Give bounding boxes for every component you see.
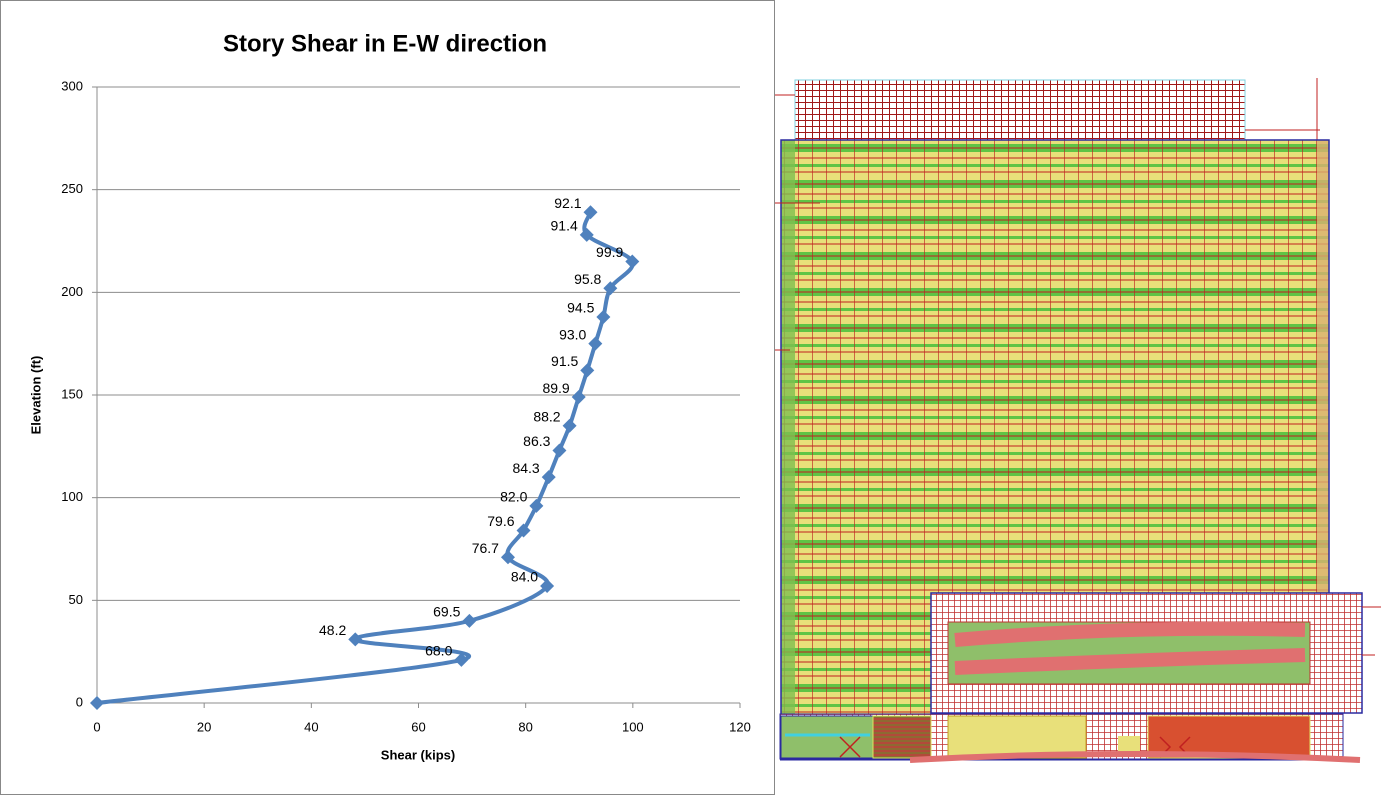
y-tick-label: 300 (61, 78, 83, 93)
data-label: 68.0 (425, 643, 452, 659)
x-tick-label: 0 (93, 719, 100, 734)
y-tick-label: 0 (76, 694, 83, 709)
chart-border (1, 1, 775, 795)
y-axis-title: Elevation (ft) (28, 356, 43, 435)
data-label: 84.0 (511, 569, 538, 585)
chart-title: Story Shear in E-W direction (223, 30, 547, 57)
page: {"chart_data": {"type": "scatter", "titl… (0, 0, 1381, 795)
data-label: 99.9 (596, 244, 623, 260)
x-tick-label: 80 (518, 719, 532, 734)
data-label: 91.4 (551, 218, 578, 234)
x-tick-label: 40 (304, 719, 318, 734)
data-label: 84.3 (512, 460, 539, 476)
x-axis-title: Shear (kips) (381, 747, 455, 762)
data-label: 95.8 (574, 271, 601, 287)
x-tick-label: 20 (197, 719, 211, 734)
y-tick-label: 200 (61, 284, 83, 299)
data-label: 76.7 (472, 540, 499, 556)
data-label: 93.0 (559, 326, 586, 342)
y-tick-label: 100 (61, 489, 83, 504)
data-label: 82.0 (500, 489, 527, 505)
data-label: 86.3 (523, 433, 550, 449)
data-label: 48.2 (319, 622, 346, 638)
data-label: 94.5 (567, 300, 594, 316)
chart: Story Shear in E-W direction Shear (kips… (0, 0, 1381, 795)
data-label: 91.5 (551, 353, 578, 369)
data-label: 88.2 (533, 409, 560, 425)
data-label: 79.6 (487, 513, 514, 529)
y-tick-label: 150 (61, 386, 83, 401)
y-tick-label: 50 (69, 592, 83, 607)
data-label: 69.5 (433, 604, 460, 620)
x-tick-label: 60 (411, 719, 425, 734)
x-tick-label: 100 (622, 719, 644, 734)
y-tick-label: 250 (61, 181, 83, 196)
building-elevation (775, 78, 1381, 760)
data-label: 92.1 (554, 195, 581, 211)
x-tick-label: 120 (729, 719, 751, 734)
data-label: 89.9 (542, 380, 569, 396)
